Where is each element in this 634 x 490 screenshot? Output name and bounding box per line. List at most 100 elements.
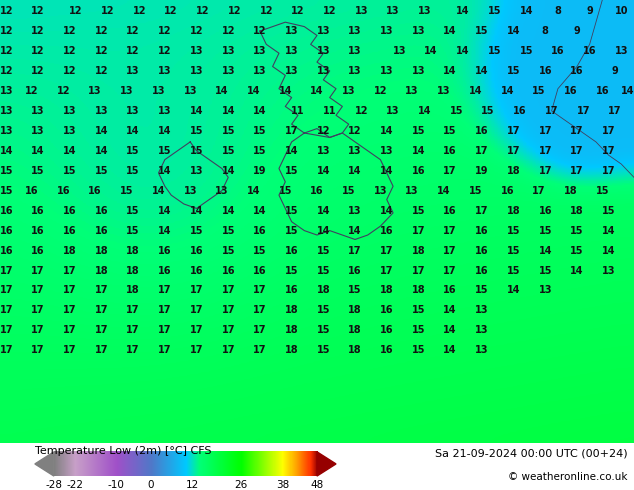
- Text: 14: 14: [158, 225, 172, 236]
- Text: 14: 14: [278, 86, 292, 96]
- Text: 17: 17: [570, 126, 584, 136]
- Text: 18: 18: [348, 305, 362, 316]
- Text: 12: 12: [0, 46, 13, 56]
- Text: 15: 15: [570, 225, 584, 236]
- Text: Temperature Low (2m) [°C] CFS: Temperature Low (2m) [°C] CFS: [35, 446, 211, 456]
- Text: 16: 16: [411, 166, 425, 176]
- Text: 13: 13: [221, 46, 235, 56]
- Text: 16: 16: [443, 286, 457, 295]
- Text: 14: 14: [424, 46, 438, 56]
- Text: 14: 14: [253, 206, 267, 216]
- Text: 15: 15: [126, 225, 140, 236]
- Text: 18: 18: [348, 325, 362, 335]
- Text: 13: 13: [158, 106, 172, 116]
- Text: 15: 15: [221, 126, 235, 136]
- Text: 18: 18: [570, 206, 584, 216]
- Text: 12: 12: [323, 6, 337, 16]
- Text: 13: 13: [475, 305, 489, 316]
- Text: 12: 12: [94, 46, 108, 56]
- Text: 48: 48: [311, 480, 323, 490]
- Text: 14: 14: [253, 106, 267, 116]
- Text: 17: 17: [608, 106, 622, 116]
- Text: 12: 12: [186, 480, 199, 490]
- Text: 17: 17: [63, 286, 77, 295]
- Text: 17: 17: [411, 266, 425, 275]
- Text: 17: 17: [94, 325, 108, 335]
- Text: 14: 14: [316, 166, 330, 176]
- Text: 18: 18: [126, 245, 140, 256]
- Text: 17: 17: [538, 166, 552, 176]
- Text: 14: 14: [94, 126, 108, 136]
- Text: 13: 13: [126, 66, 140, 76]
- Text: 13: 13: [190, 166, 204, 176]
- Text: 15: 15: [120, 186, 134, 196]
- Text: 15: 15: [532, 86, 546, 96]
- Text: 17: 17: [0, 345, 13, 355]
- Text: 13: 13: [614, 46, 628, 56]
- Text: 17: 17: [221, 345, 235, 355]
- Text: 12: 12: [63, 26, 77, 36]
- Text: 12: 12: [0, 66, 13, 76]
- Text: 13: 13: [348, 46, 362, 56]
- Text: 16: 16: [475, 225, 489, 236]
- Text: 16: 16: [513, 106, 527, 116]
- Text: 14: 14: [443, 26, 457, 36]
- Text: 18: 18: [380, 286, 394, 295]
- Text: 12: 12: [101, 6, 115, 16]
- Text: 16: 16: [310, 186, 324, 196]
- Text: 13: 13: [348, 66, 362, 76]
- Text: 13: 13: [120, 86, 134, 96]
- Text: 15: 15: [411, 345, 425, 355]
- Text: 17: 17: [126, 325, 140, 335]
- Text: 17: 17: [443, 245, 457, 256]
- Text: 13: 13: [316, 66, 330, 76]
- Text: 17: 17: [94, 305, 108, 316]
- Text: 13: 13: [316, 26, 330, 36]
- Text: 18: 18: [411, 286, 425, 295]
- Text: 14: 14: [0, 146, 13, 156]
- Text: 14: 14: [348, 166, 362, 176]
- Text: 13: 13: [411, 26, 425, 36]
- Text: 17: 17: [475, 206, 489, 216]
- Text: 16: 16: [380, 345, 394, 355]
- Text: 13: 13: [405, 86, 419, 96]
- Text: 13: 13: [285, 66, 299, 76]
- Text: 17: 17: [380, 245, 394, 256]
- Text: 9: 9: [612, 66, 618, 76]
- Text: 13: 13: [316, 46, 330, 56]
- Text: 14: 14: [190, 106, 204, 116]
- Text: 15: 15: [278, 186, 292, 196]
- Text: -22: -22: [66, 480, 83, 490]
- Text: 15: 15: [411, 305, 425, 316]
- Text: 18: 18: [348, 345, 362, 355]
- Text: 18: 18: [63, 245, 77, 256]
- Text: 17: 17: [63, 345, 77, 355]
- Text: 16: 16: [538, 66, 552, 76]
- Text: 9: 9: [574, 26, 580, 36]
- Text: 13: 13: [373, 186, 387, 196]
- Text: Sa 21-09-2024 00:00 UTC (00+24): Sa 21-09-2024 00:00 UTC (00+24): [435, 448, 628, 458]
- Text: 26: 26: [234, 480, 247, 490]
- Text: 16: 16: [538, 206, 552, 216]
- Text: 14: 14: [63, 146, 77, 156]
- Text: 11: 11: [291, 106, 305, 116]
- Text: 14: 14: [507, 26, 521, 36]
- Text: 17: 17: [0, 325, 13, 335]
- Text: 12: 12: [253, 26, 267, 36]
- Text: 15: 15: [126, 206, 140, 216]
- Text: 14: 14: [570, 266, 584, 275]
- Text: 16: 16: [0, 206, 13, 216]
- Text: 12: 12: [158, 26, 172, 36]
- Text: 15: 15: [221, 245, 235, 256]
- Text: 15: 15: [507, 245, 521, 256]
- Text: 14: 14: [158, 126, 172, 136]
- Text: 0: 0: [148, 480, 154, 490]
- Text: 17: 17: [538, 126, 552, 136]
- Text: 12: 12: [94, 26, 108, 36]
- Text: 16: 16: [221, 266, 235, 275]
- Text: 13: 13: [152, 86, 165, 96]
- Text: 14: 14: [215, 86, 229, 96]
- Text: 12: 12: [63, 66, 77, 76]
- Text: 14: 14: [602, 225, 616, 236]
- Text: 16: 16: [158, 266, 172, 275]
